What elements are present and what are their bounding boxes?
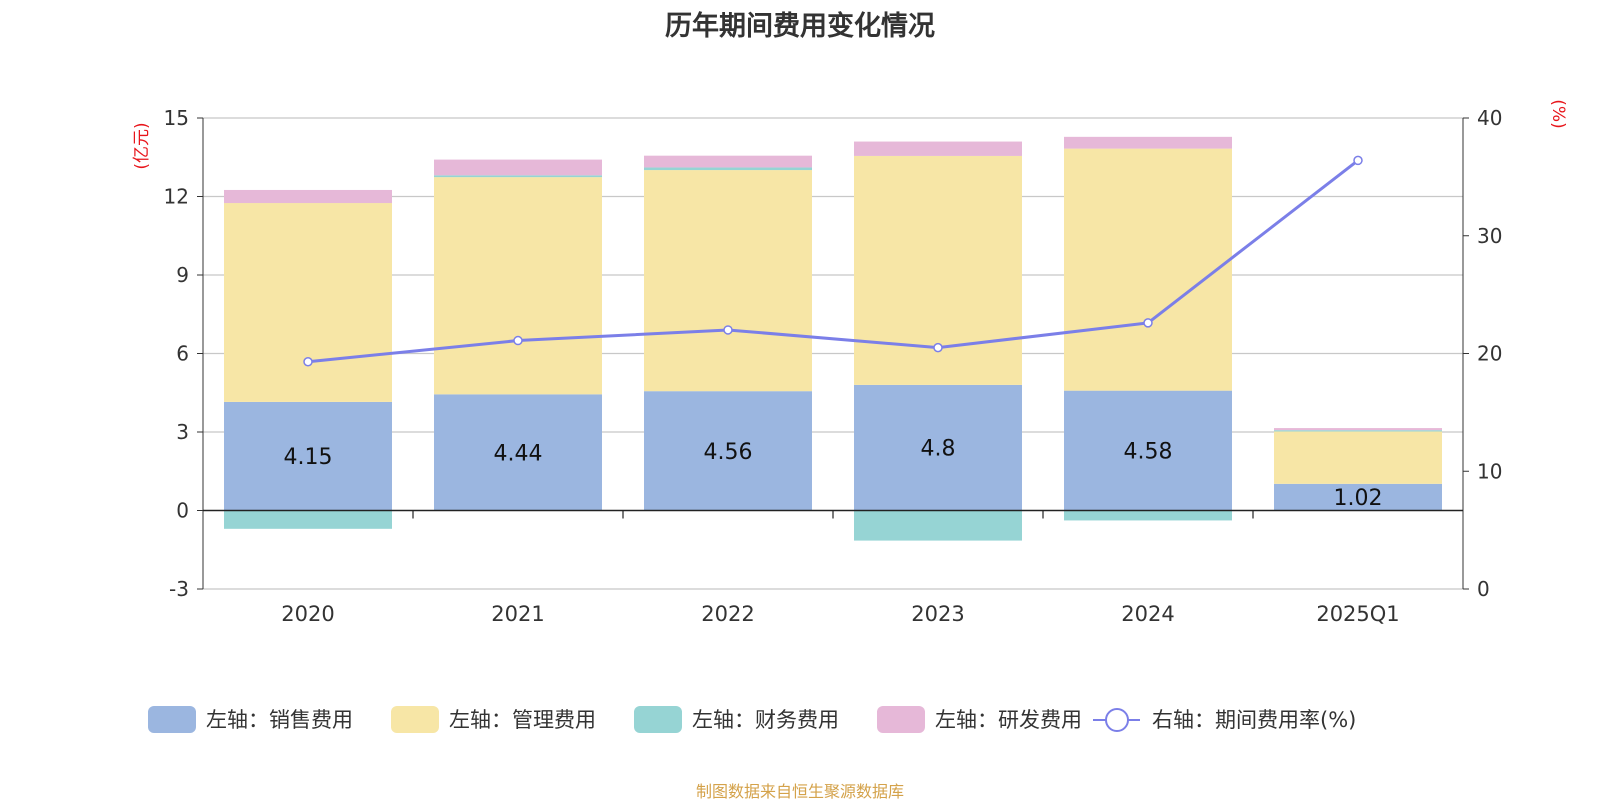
bar-segment-s1-2022 [644,170,812,392]
bar-data-label: 4.44 [494,441,543,466]
left-axis-tick-label: 12 [164,185,189,209]
left-axis-title: (亿元) [132,122,152,169]
bar-segment-s2-2024 [1064,510,1232,521]
left-axis-tick-label: 6 [176,342,189,366]
rate-point [1353,155,1363,166]
x-axis-tick-label: 2022 [701,602,754,626]
legend-label: 左轴：销售费用 [206,708,353,732]
bar-data-label: 4.58 [1124,440,1173,465]
bar-segment-s0-2022 [644,391,812,511]
bar-segment-s0-2021 [434,394,602,511]
x-axis-tick-label: 2020 [281,602,334,626]
gridlines [203,117,1463,590]
x-axis-tick-label: 2021 [491,602,544,626]
axes: -3 0 3 6 9 12 15 0 10 20 30 40 (亿元) (%) 2020 2021 2022 20… [132,99,1568,626]
bar-segment-s3-2021 [434,159,602,176]
legend-label: 左轴：财务费用 [692,708,839,732]
chart-title: 历年期间费用变化情况 [665,11,935,42]
x-axis-tick-label: 2025Q1 [1316,602,1399,626]
bar-segment-s0-2025Q1 [1274,483,1442,511]
bar-segment-s3-2023 [854,141,1022,156]
bar-segment-s2-2022 [644,167,812,171]
bar-segment-s1-2024 [1064,148,1232,391]
right-axis-tick-label: 40 [1477,106,1502,130]
legend-swatch [877,706,925,733]
bar-data-label: 4.56 [704,440,753,465]
rate-point [1143,318,1153,328]
legend-label: 左轴：管理费用 [449,708,596,732]
bar-segment-s2-2023 [854,510,1022,541]
bar-segment-s1-2020 [224,203,392,402]
legend-swatch [391,706,439,733]
source-note: 制图数据来自恒生聚源数据库 [695,782,904,801]
bar-segment-s3-2022 [644,155,812,168]
bar-segment-s0-2020 [224,401,392,511]
left-axis-tick-label: 9 [176,263,189,287]
bar-segment-s1-2025Q1 [1274,431,1442,484]
right-axis-tick-label: 30 [1477,224,1502,248]
bar-segment-s3-2025Q1 [1274,428,1442,431]
line-series [303,155,1363,367]
right-axis-tick-label: 20 [1477,342,1502,366]
legend-swatch [634,706,682,733]
legend-marker [1105,708,1129,732]
left-axis-tick-label: 3 [176,420,189,444]
bar-segment-s1-2021 [434,177,602,395]
right-axis-tick-label: 10 [1477,459,1502,483]
bar-segment-s3-2024 [1064,136,1232,149]
bar-segment-s2-2021 [434,175,602,178]
x-axis-tick-label: 2023 [911,602,964,626]
rate-point [933,342,943,353]
rate-line [307,159,1359,364]
bar-segment-s0-2023 [854,384,1022,511]
right-axis-tick-label: 0 [1477,577,1490,601]
left-axis-tick-label: -3 [169,577,189,601]
rate-point [513,335,523,346]
legend-label: 右轴：期间费用率(%) [1152,708,1356,732]
left-axis-tick-label: 0 [176,499,189,523]
left-axis-tick-label: 15 [164,106,189,130]
rate-point [723,325,733,335]
bar-segment-s2-2025Q1 [1274,430,1442,432]
bar-data-label: 4.8 [921,437,956,462]
bar-data-label: 4.15 [284,445,333,470]
right-axis-title: (%) [1548,99,1568,128]
bar-segment-s2-2020 [224,510,392,529]
legend-swatch [148,706,196,733]
bar-segment-s3-2020 [224,189,392,204]
legend: 左轴：销售费用 左轴：管理费用 左轴：财务费用 左轴：研发费用 右轴：期间费用率(%) [148,706,1356,733]
bar-data-label: 1.02 [1334,486,1383,511]
data-labels: 4.15 4.44 4.56 4.8 4.58 1.02 [284,437,1383,511]
x-axis-tick-label: 2024 [1121,602,1174,626]
bar-segment-s0-2024 [1064,390,1232,511]
legend-label: 左轴：研发费用 [935,708,1082,732]
rate-point [303,356,313,367]
